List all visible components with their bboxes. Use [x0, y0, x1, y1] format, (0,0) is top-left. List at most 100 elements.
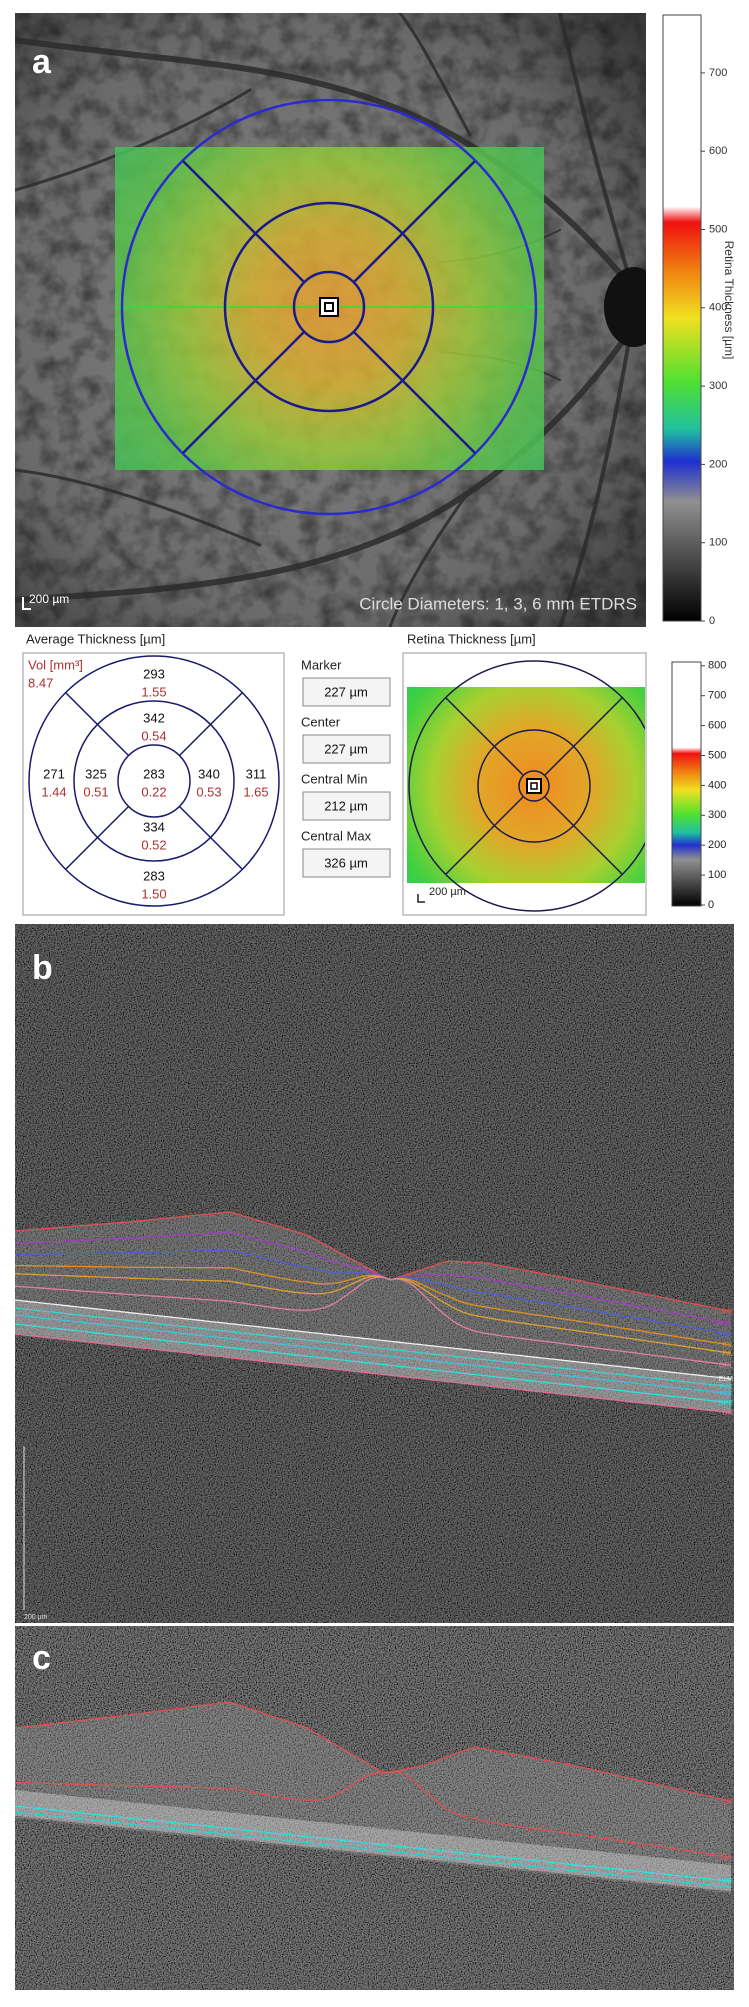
- tick-label: 100: [708, 869, 726, 881]
- layer-label: OPL: [719, 1854, 733, 1861]
- layer-label: INL: [722, 1350, 733, 1357]
- volume-label: Vol [mm³]: [28, 657, 83, 672]
- tick-label: 700: [709, 67, 727, 79]
- tick-label: 200: [708, 839, 726, 851]
- fundus-image: [15, 13, 646, 627]
- measure-label: Central Min: [301, 771, 367, 786]
- tick-label: 400: [709, 302, 727, 314]
- tick-label: 700: [708, 690, 726, 702]
- measure-box: [302, 791, 391, 821]
- scale-bar: [22, 597, 31, 610]
- measure-label: Central Max: [301, 828, 372, 843]
- sector-thickness: 283: [143, 868, 165, 883]
- layer-label: ELM: [719, 1376, 734, 1383]
- circle-note: Circle Diameters: 1, 3, 6 mm ETDRS: [359, 594, 637, 613]
- layer-line: [15, 1323, 732, 1404]
- panel-label: b: [32, 949, 53, 987]
- tick-label: 400: [708, 779, 726, 791]
- sector-volume: 1.65: [243, 784, 268, 799]
- sector-thickness: 311: [246, 766, 267, 781]
- layer-line: [15, 1701, 732, 1802]
- tick-label: 500: [708, 749, 726, 761]
- tick-label: 800: [708, 660, 726, 672]
- sector-volume: 1.44: [41, 784, 66, 799]
- measure-box: [302, 677, 391, 707]
- measure-box: [302, 848, 391, 878]
- layer-line: [15, 1264, 732, 1346]
- scale-bar-label: 200 µm: [29, 592, 69, 606]
- layer-line: [15, 1211, 732, 1313]
- layer-label: IPL: [722, 1342, 733, 1349]
- sector-thickness: 293: [143, 666, 165, 681]
- sector-thickness: 340: [198, 766, 220, 781]
- sector-volume: 0.51: [83, 784, 108, 799]
- retina-band: [15, 1702, 731, 1894]
- map-title: Retina Thickness [µm]: [407, 631, 536, 646]
- panel-label: a: [32, 43, 52, 81]
- oct-scan-c: [15, 1626, 734, 1990]
- layer-line: [15, 1231, 732, 1325]
- layer-label: BM: [723, 1410, 734, 1417]
- layer-label: ILM: [721, 1799, 733, 1806]
- volume-value: 8.47: [28, 675, 53, 690]
- sector-thickness: 342: [143, 710, 165, 725]
- layer-label: RNFL: [715, 1321, 733, 1328]
- tick-label: 300: [708, 809, 726, 821]
- sector-thickness: 283: [143, 766, 165, 781]
- sector-volume: 0.52: [141, 837, 166, 852]
- sector-volume: 1.50: [141, 886, 166, 901]
- scale-bar-label: 200 µm: [429, 886, 466, 898]
- sector-thickness: 325: [85, 766, 107, 781]
- colorbar-title: Retina Thickness [µm]: [722, 241, 736, 360]
- sector-volume: 0.22: [141, 784, 166, 799]
- layer-line: [15, 1276, 732, 1366]
- layer-label: PR2: [719, 1391, 733, 1398]
- tick-label: 100: [709, 537, 727, 549]
- tick-label: 300: [709, 380, 727, 392]
- layer-line: [15, 1811, 732, 1888]
- measure-box: [302, 734, 391, 764]
- outer-band: [15, 1790, 731, 1892]
- tick-label: 200: [709, 458, 727, 470]
- etdrs-grid: [28, 655, 280, 907]
- sector-thickness: 334: [143, 819, 165, 834]
- tick-label: 0: [708, 899, 714, 911]
- retina-map: [407, 660, 645, 912]
- tick-label: 600: [709, 145, 727, 157]
- measure-value: 227 µm: [324, 684, 368, 699]
- layer-line: [15, 1770, 732, 1858]
- measure-value: 227 µm: [324, 741, 368, 756]
- layer-label: ILM: [721, 1309, 733, 1316]
- layer-line: [15, 1273, 732, 1354]
- layer-line: [15, 1307, 732, 1388]
- layer-line: [15, 1333, 732, 1414]
- layer-label: RPE: [719, 1878, 734, 1885]
- layer-line: [15, 1805, 732, 1882]
- retina-band: [15, 1212, 731, 1413]
- map-title: Average Thickness [µm]: [26, 631, 165, 646]
- measure-value: 212 µm: [324, 798, 368, 813]
- sector-volume: 1.55: [141, 684, 166, 699]
- tick-label: 500: [709, 223, 727, 235]
- colorbar: [671, 661, 702, 907]
- measure-value: 326 µm: [324, 855, 368, 870]
- sector-volume: 0.54: [141, 728, 166, 743]
- measure-label: Marker: [301, 657, 342, 672]
- layer-label: GCL: [719, 1331, 734, 1338]
- layer-label: OPL: [719, 1362, 733, 1369]
- panel-label: c: [32, 1639, 51, 1677]
- layer-line: [15, 1299, 732, 1380]
- sector-volume: 0.53: [196, 784, 221, 799]
- colorbar: [662, 14, 702, 622]
- oct-scan-b: [15, 924, 734, 1623]
- layer-label: RPE: [719, 1400, 734, 1407]
- layer-line: [15, 1249, 732, 1335]
- layer-label: PR1: [719, 1384, 733, 1391]
- scale-bar: [417, 894, 425, 903]
- scale-bar-label: 200 µm: [24, 1614, 48, 1621]
- sector-thickness: 271: [43, 766, 65, 781]
- tick-label: 0: [709, 615, 715, 627]
- tick-label: 600: [708, 720, 726, 732]
